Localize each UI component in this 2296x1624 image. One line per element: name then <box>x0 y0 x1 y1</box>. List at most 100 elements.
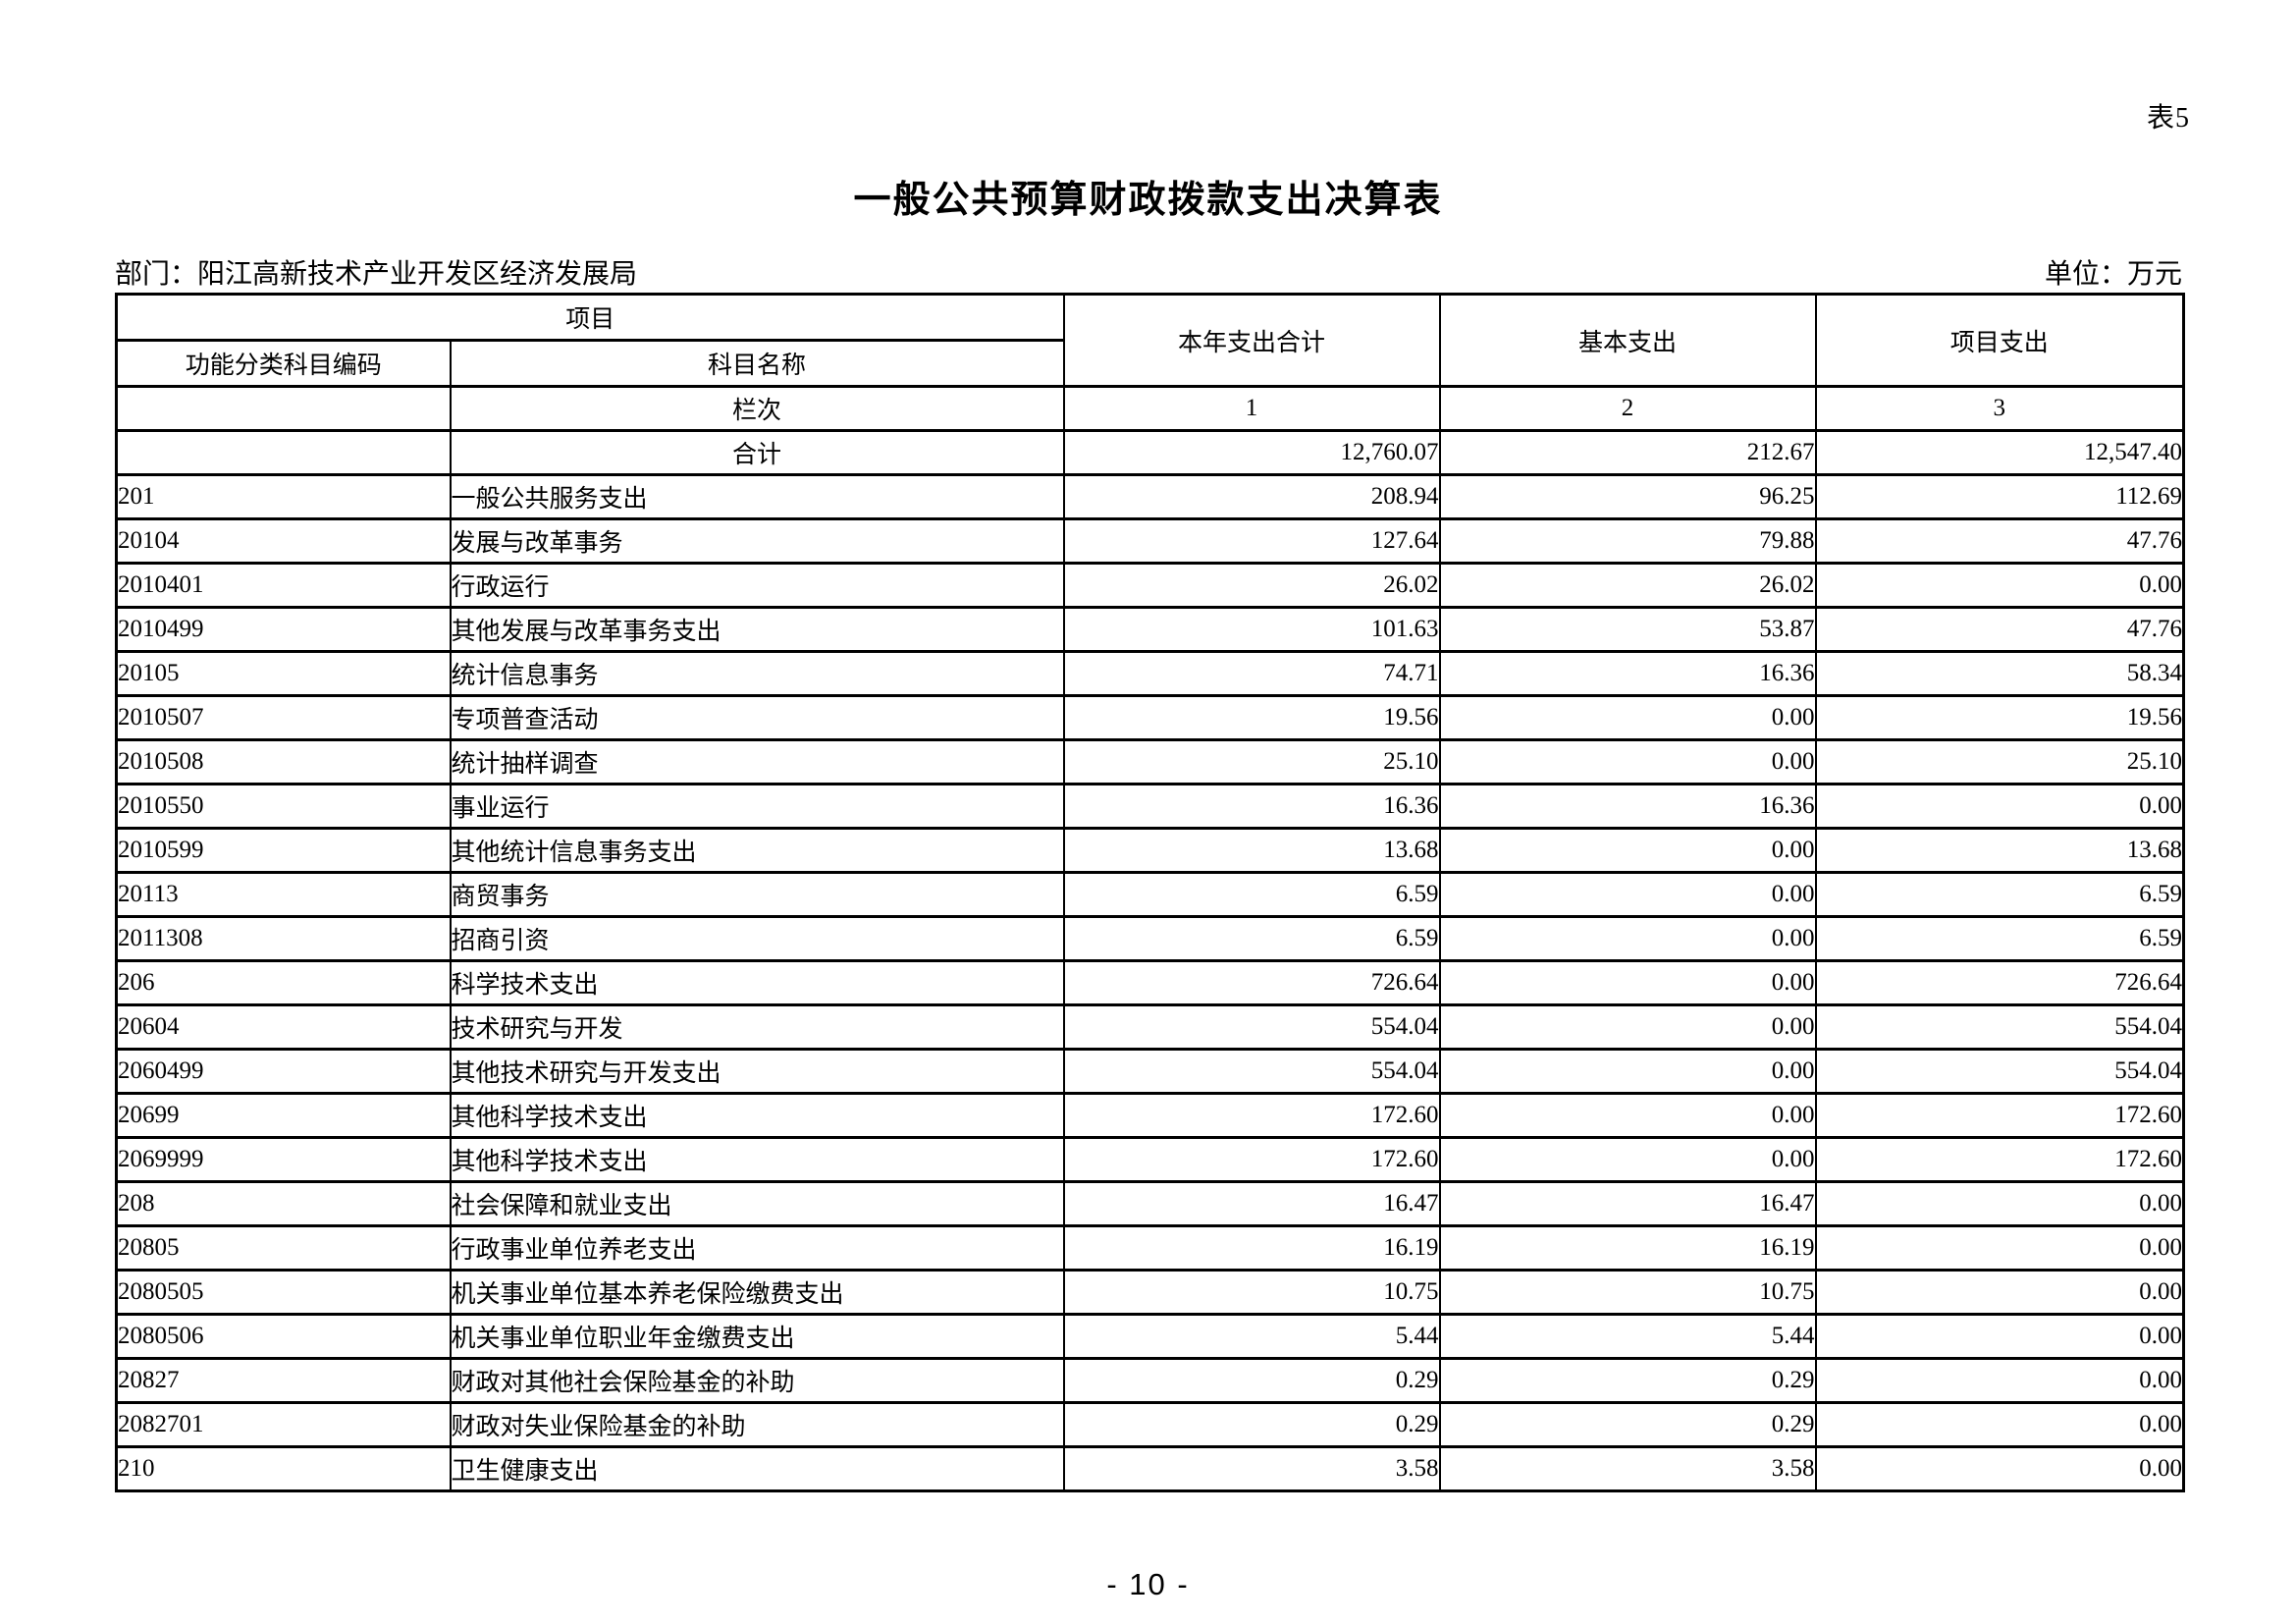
row-subject-name: 事业运行 <box>449 783 1065 830</box>
table-row: 2010499 其他发展与改革事务支出 101.63 53.87 47.76 <box>115 606 2185 653</box>
header-project-group: 项目 <box>115 293 1065 342</box>
column-index-2: 2 <box>1438 385 1817 432</box>
column-index-3: 3 <box>1814 385 2185 432</box>
row-subject-name: 一般公共服务支出 <box>449 473 1065 520</box>
row-basic-expense: 3.58 <box>1438 1445 1817 1492</box>
row-project-expense: 47.76 <box>1814 606 2185 653</box>
row-basic-expense: 16.36 <box>1438 650 1817 697</box>
row-year-total: 16.47 <box>1062 1180 1441 1227</box>
row-project-expense: 19.56 <box>1814 694 2185 741</box>
row-basic-expense: 0.00 <box>1438 827 1817 874</box>
row-year-total: 25.10 <box>1062 738 1441 785</box>
row-basic-expense: 0.00 <box>1438 871 1817 918</box>
row-function-code: 20604 <box>115 1003 452 1051</box>
row-basic-expense: 16.36 <box>1438 783 1817 830</box>
row-basic-expense: 79.88 <box>1438 517 1817 565</box>
summary-project-expense: 12,547.40 <box>1814 429 2185 476</box>
row-basic-expense: 0.00 <box>1438 694 1817 741</box>
table-row: 208 社会保障和就业支出 16.47 16.47 0.00 <box>115 1180 2185 1227</box>
row-function-code: 20805 <box>115 1224 452 1272</box>
row-function-code: 2082701 <box>115 1401 452 1448</box>
column-index-label: 栏次 <box>449 385 1065 432</box>
row-basic-expense: 5.44 <box>1438 1313 1817 1360</box>
row-year-total: 554.04 <box>1062 1048 1441 1095</box>
row-project-expense: 47.76 <box>1814 517 2185 565</box>
budget-table: 项目 本年支出合计 基本支出 项目支出 功能分类科目编码 科目名称 栏次 1 2… <box>115 293 2186 1492</box>
row-subject-name: 其他统计信息事务支出 <box>449 827 1065 874</box>
header-row-project: 项目 本年支出合计 基本支出 项目支出 <box>115 293 2185 388</box>
row-function-code: 2010599 <box>115 827 452 874</box>
table-row: 2010508 统计抽样调查 25.10 0.00 25.10 <box>115 738 2185 785</box>
row-year-total: 726.64 <box>1062 959 1441 1006</box>
table-row: 2080506 机关事业单位职业年金缴费支出 5.44 5.44 0.00 <box>115 1313 2185 1360</box>
row-subject-name: 机关事业单位基本养老保险缴费支出 <box>449 1269 1065 1316</box>
header-year-total: 本年支出合计 <box>1062 293 1441 388</box>
row-year-total: 16.19 <box>1062 1224 1441 1272</box>
row-function-code: 2010401 <box>115 562 452 609</box>
row-subject-name: 财政对其他社会保险基金的补助 <box>449 1357 1065 1404</box>
row-function-code: 206 <box>115 959 452 1006</box>
column-index-row: 栏次 1 2 3 <box>115 385 2185 432</box>
row-year-total: 5.44 <box>1062 1313 1441 1360</box>
row-function-code: 208 <box>115 1180 452 1227</box>
row-project-expense: 172.60 <box>1814 1092 2185 1139</box>
row-function-code: 2010507 <box>115 694 452 741</box>
summary-year-total: 12,760.07 <box>1062 429 1441 476</box>
row-basic-expense: 0.29 <box>1438 1357 1817 1404</box>
row-year-total: 208.94 <box>1062 473 1441 520</box>
row-function-code: 2060499 <box>115 1048 452 1095</box>
row-function-code: 210 <box>115 1445 452 1492</box>
table-row: 2010550 事业运行 16.36 16.36 0.00 <box>115 783 2185 830</box>
row-subject-name: 其他发展与改革事务支出 <box>449 606 1065 653</box>
row-project-expense: 0.00 <box>1814 1224 2185 1272</box>
summary-empty-cell <box>115 429 452 476</box>
row-year-total: 74.71 <box>1062 650 1441 697</box>
row-function-code: 2011308 <box>115 915 452 962</box>
row-basic-expense: 53.87 <box>1438 606 1817 653</box>
table-row: 2011308 招商引资 6.59 0.00 6.59 <box>115 915 2185 962</box>
row-basic-expense: 0.29 <box>1438 1401 1817 1448</box>
row-subject-name: 发展与改革事务 <box>449 517 1065 565</box>
sheet-label: 表5 <box>2146 103 2190 134</box>
table-row: 2080505 机关事业单位基本养老保险缴费支出 10.75 10.75 0.0… <box>115 1269 2185 1316</box>
row-year-total: 0.29 <box>1062 1401 1441 1448</box>
row-project-expense: 726.64 <box>1814 959 2185 1006</box>
row-project-expense: 0.00 <box>1814 1269 2185 1316</box>
summary-basic-expense: 212.67 <box>1438 429 1817 476</box>
header-subject-name: 科目名称 <box>449 339 1065 388</box>
row-year-total: 554.04 <box>1062 1003 1441 1051</box>
page-title: 一般公共预算财政拨款支出决算表 <box>853 180 1443 221</box>
row-year-total: 172.60 <box>1062 1092 1441 1139</box>
row-subject-name: 其他科学技术支出 <box>449 1136 1065 1183</box>
row-year-total: 16.36 <box>1062 783 1441 830</box>
summary-row: 合计 12,760.07 212.67 12,547.40 <box>115 429 2185 476</box>
table-row: 201 一般公共服务支出 208.94 96.25 112.69 <box>115 473 2185 520</box>
table-body: 201 一般公共服务支出 208.94 96.25 112.69 20104 发… <box>115 473 2185 1492</box>
row-function-code: 20827 <box>115 1357 452 1404</box>
row-year-total: 3.58 <box>1062 1445 1441 1492</box>
row-project-expense: 0.00 <box>1814 1445 2185 1492</box>
row-project-expense: 58.34 <box>1814 650 2185 697</box>
row-basic-expense: 16.47 <box>1438 1180 1817 1227</box>
row-function-code: 20699 <box>115 1092 452 1139</box>
table-row: 20699 其他科学技术支出 172.60 0.00 172.60 <box>115 1092 2185 1139</box>
row-basic-expense: 0.00 <box>1438 1136 1817 1183</box>
row-basic-expense: 10.75 <box>1438 1269 1817 1316</box>
row-function-code: 201 <box>115 473 452 520</box>
row-subject-name: 行政事业单位养老支出 <box>449 1224 1065 1272</box>
table-row: 2010401 行政运行 26.02 26.02 0.00 <box>115 562 2185 609</box>
row-project-expense: 6.59 <box>1814 915 2185 962</box>
header-row-subjects: 功能分类科目编码 科目名称 <box>115 339 2184 388</box>
table-row: 20604 技术研究与开发 554.04 0.00 554.04 <box>115 1003 2185 1051</box>
table-row: 2010599 其他统计信息事务支出 13.68 0.00 13.68 <box>115 827 2185 874</box>
row-year-total: 0.29 <box>1062 1357 1441 1404</box>
table-row: 2010507 专项普查活动 19.56 0.00 19.56 <box>115 694 2185 741</box>
table-row: 206 科学技术支出 726.64 0.00 726.64 <box>115 959 2185 1006</box>
row-project-expense: 0.00 <box>1814 1401 2185 1448</box>
row-subject-name: 财政对失业保险基金的补助 <box>449 1401 1065 1448</box>
row-subject-name: 机关事业单位职业年金缴费支出 <box>449 1313 1065 1360</box>
row-project-expense: 554.04 <box>1814 1048 2185 1095</box>
row-project-expense: 554.04 <box>1814 1003 2185 1051</box>
row-year-total: 172.60 <box>1062 1136 1441 1183</box>
